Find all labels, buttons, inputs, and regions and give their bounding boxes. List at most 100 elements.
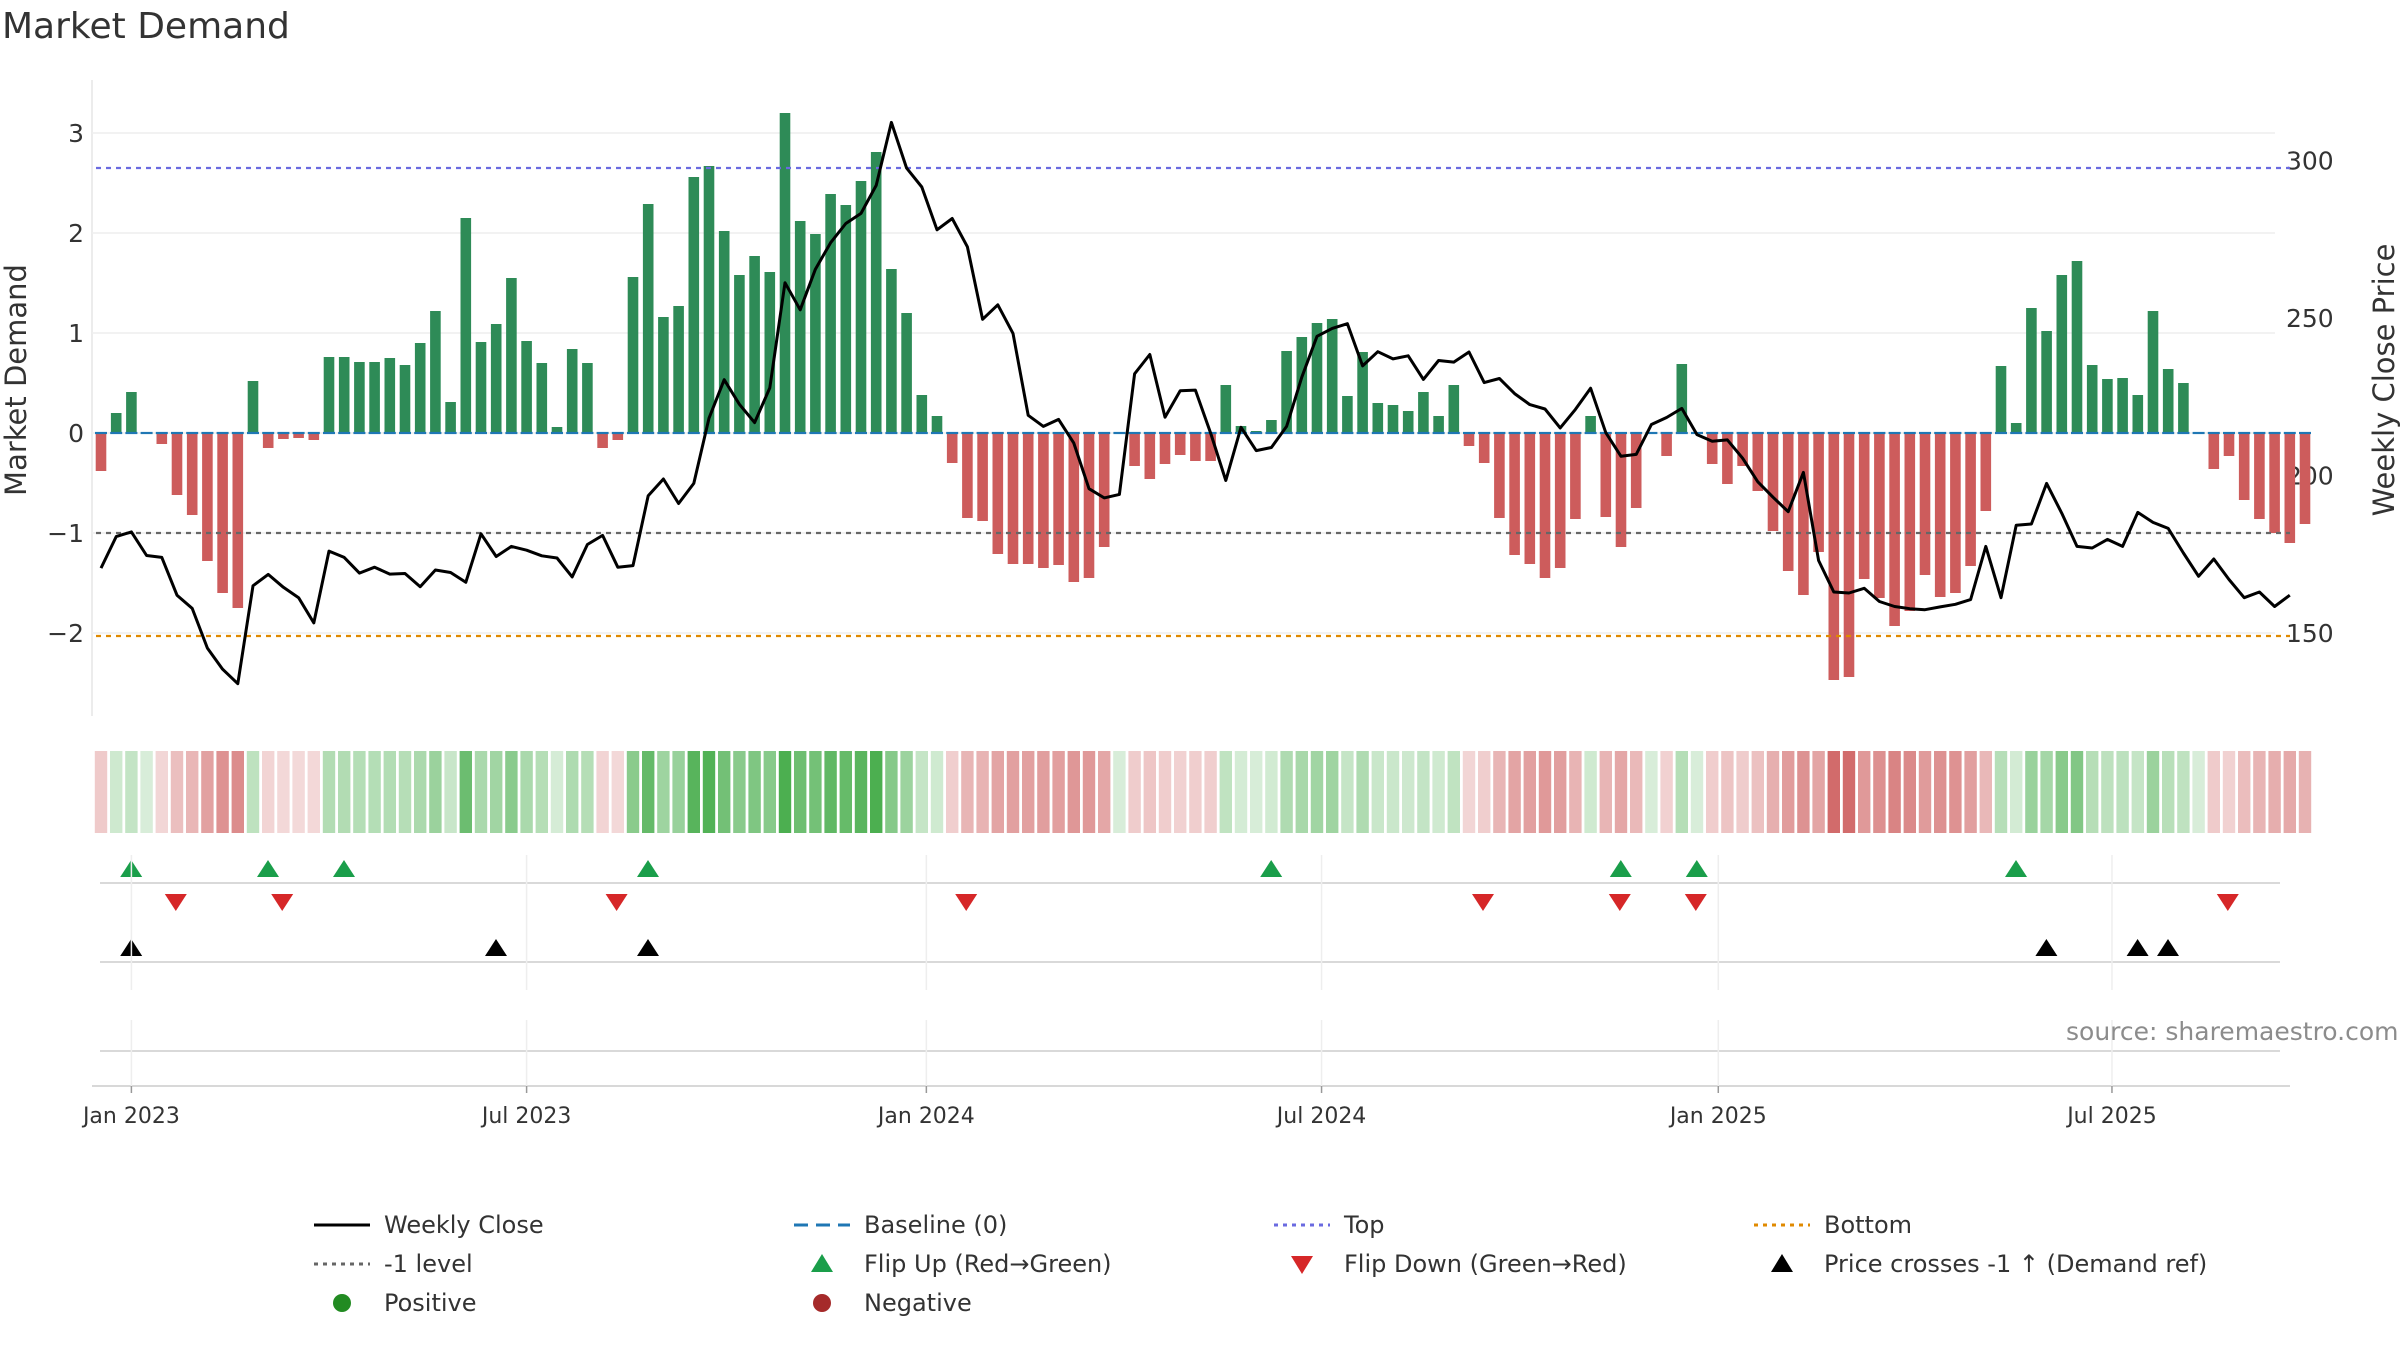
- demand-bar: [110, 413, 122, 433]
- demand-bar: [1159, 433, 1171, 464]
- heat-cell: [1569, 751, 1582, 833]
- heat-cell: [383, 751, 396, 833]
- heat-cell: [1706, 751, 1719, 833]
- demand-bar: [1509, 433, 1520, 555]
- legend-item-baseline: Baseline (0): [790, 1210, 1007, 1240]
- demand-bar: [2102, 379, 2113, 433]
- demand-bar: [825, 194, 836, 433]
- demand-bar: [1494, 433, 1505, 518]
- demand-bar: [1433, 416, 1444, 433]
- demand-bar: [1980, 433, 1992, 511]
- demand-bar: [1706, 433, 1718, 464]
- heat-cell: [2268, 751, 2281, 833]
- y-tick-label: 3: [68, 119, 84, 148]
- demand-bar: [1190, 433, 1201, 461]
- demand-bar: [2269, 433, 2280, 533]
- y-ticks-left: 3 2 1 0 −1 −2: [47, 119, 84, 648]
- y-tick-label: −1: [47, 519, 84, 548]
- heat-cell: [1934, 751, 1947, 833]
- heat-cell: [1098, 751, 1111, 833]
- heat-cell: [2298, 751, 2312, 833]
- demand-bar: [1372, 403, 1384, 433]
- heat-cell: [1402, 751, 1415, 833]
- demand-bar: [794, 221, 806, 433]
- demand-bar: [202, 433, 213, 561]
- demand-bar: [749, 256, 760, 433]
- heat-cell: [414, 751, 427, 833]
- heat-cell: [474, 751, 488, 833]
- flip-down-icon: [1291, 1256, 1313, 1274]
- y-tick-label: 2: [68, 219, 84, 248]
- demand-bar: [916, 395, 928, 433]
- demand-bar: [810, 234, 821, 433]
- heat-cell: [1782, 751, 1795, 833]
- heat-cell: [809, 751, 822, 833]
- heat-cell: [2222, 751, 2236, 833]
- legend: Weekly Close Baseline (0) Top Bottom -1 …: [300, 1210, 2250, 1330]
- flip-up-marker: [333, 860, 355, 877]
- heat-cell: [307, 751, 320, 833]
- flip-up-marker: [2005, 860, 2027, 877]
- demand-bar: [764, 272, 776, 433]
- flip-down-marker: [2216, 894, 2239, 911]
- demand-bar: [1418, 392, 1429, 433]
- demand-bar: [1798, 433, 1809, 595]
- heat-cell: [2192, 751, 2205, 833]
- demand-bar: [1539, 433, 1551, 578]
- flip-up-marker: [1685, 860, 1708, 877]
- heat-cell: [2253, 751, 2266, 833]
- heat-cell: [824, 751, 837, 833]
- demand-bar: [582, 363, 593, 433]
- heat-cell: [353, 751, 366, 833]
- legend-item-positive: Positive: [310, 1288, 477, 1318]
- heat-cell: [1189, 751, 1202, 833]
- heat-cell: [368, 751, 381, 833]
- demand-bar: [247, 381, 259, 433]
- cross-up-marker: [2157, 939, 2179, 956]
- demand-bar: [946, 433, 958, 463]
- legend-item-cross: Price crosses -1 ↑ (Demand ref): [1750, 1249, 2207, 1279]
- heat-cell: [1508, 751, 1521, 833]
- heat-cell: [1584, 751, 1597, 833]
- demand-bar: [2056, 275, 2068, 433]
- demand-bar: [1144, 433, 1156, 479]
- heat-cell: [459, 751, 472, 833]
- heat-cell: [125, 751, 138, 833]
- demand-bar: [1950, 433, 1961, 593]
- demand-bar: [1630, 433, 1642, 508]
- heat-cell: [155, 751, 168, 833]
- x-axis: Jan 2023 Jul 2023 Jan 2024 Jul 2024 Jan 2025…: [81, 855, 2157, 1129]
- demand-bar: [1357, 352, 1368, 433]
- heat-cell: [1964, 751, 1977, 833]
- y-tick-label: 0: [68, 419, 84, 448]
- demand-bar: [2010, 423, 2022, 433]
- heat-cell: [246, 751, 260, 833]
- demand-bar: [445, 402, 456, 433]
- x-tick-label: Jul 2023: [480, 1104, 572, 1129]
- heat-cell: [718, 751, 731, 833]
- heat-cell: [976, 751, 989, 833]
- legend-item-flip-up: Flip Up (Red→Green): [790, 1249, 1112, 1279]
- heat-cell: [1280, 751, 1293, 833]
- heat-cell: [398, 751, 412, 833]
- heat-cell: [1432, 751, 1445, 833]
- demand-bar: [977, 433, 988, 521]
- heat-cell: [1295, 751, 1308, 833]
- heat-cell: [1690, 751, 1704, 833]
- heat-cell: [2101, 751, 2114, 833]
- flip-down-marker: [271, 894, 294, 911]
- heat-cell: [1721, 751, 1734, 833]
- heat-cell: [2207, 751, 2220, 833]
- heat-cell: [2086, 751, 2099, 833]
- demand-bar: [1311, 323, 1323, 433]
- demand-bar: [536, 363, 548, 433]
- flip-up-marker: [1260, 860, 1283, 877]
- demand-bar: [460, 218, 472, 433]
- heat-cell: [535, 751, 548, 833]
- demand-bar: [1402, 411, 1414, 433]
- heat-cell: [991, 751, 1004, 833]
- heat-cell: [1766, 751, 1780, 833]
- heat-cell: [1265, 751, 1278, 833]
- demand-bar: [2041, 331, 2052, 433]
- demand-bar: [414, 343, 426, 433]
